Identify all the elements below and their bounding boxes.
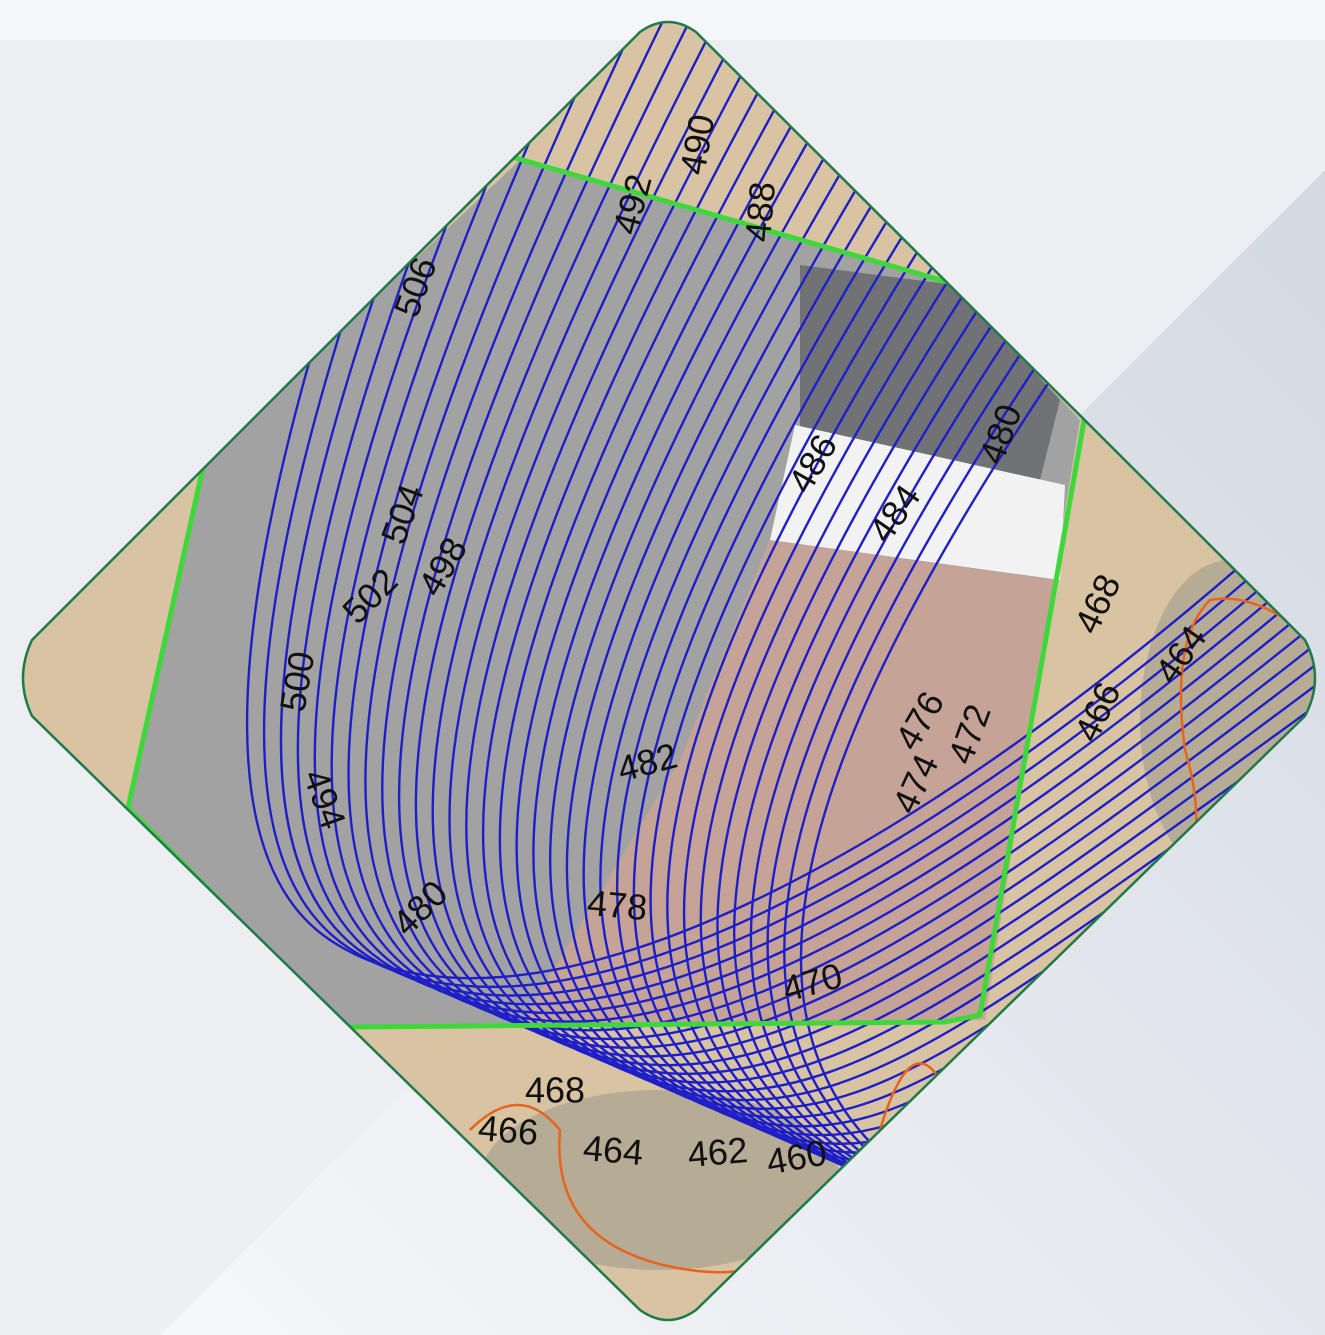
contour-label: 488 xyxy=(737,180,783,243)
contour-line xyxy=(313,22,1315,1015)
orange-contour xyxy=(469,1062,942,1274)
contour-label: 478 xyxy=(586,882,649,928)
contour-line xyxy=(262,22,1315,989)
contour-line xyxy=(448,22,1315,1084)
contour-label: 462 xyxy=(686,1129,749,1175)
contour-line xyxy=(347,22,1315,1032)
contour-line xyxy=(279,22,1315,997)
contour-line xyxy=(245,22,1315,980)
vegetation xyxy=(480,1090,840,1270)
roof xyxy=(800,265,1060,480)
contour-label: 468 xyxy=(525,1070,585,1111)
contour-line xyxy=(296,22,1315,1006)
contour-label: 464 xyxy=(582,1127,645,1173)
contour-line xyxy=(398,22,1315,1058)
white-area xyxy=(770,425,1065,580)
contour-line xyxy=(364,22,1315,1041)
contour-line xyxy=(414,22,1315,1067)
contour-label: 466 xyxy=(477,1107,540,1153)
frame xyxy=(21,20,1317,1322)
contour-line xyxy=(330,22,1315,1023)
contour-line xyxy=(381,22,1315,1049)
contour-lines xyxy=(245,22,1315,1269)
contour-line xyxy=(465,22,1315,1093)
red-soil xyxy=(520,540,1055,1025)
contour-line xyxy=(431,22,1315,1076)
orange-contour xyxy=(1179,597,1315,841)
